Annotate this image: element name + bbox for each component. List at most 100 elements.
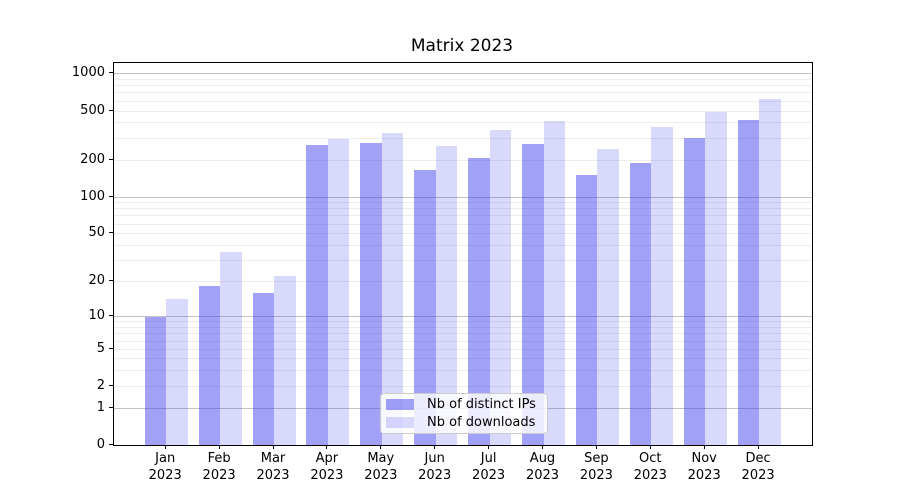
legend: Nb of distinct IPs Nb of downloads (380, 393, 548, 434)
legend-label-downloads: Nb of downloads (427, 414, 536, 430)
bar-distinct-ips-jun (414, 170, 436, 445)
x-tick-year-dec: 2023 (741, 468, 775, 483)
gridline-minor-80 (114, 208, 812, 210)
bar-distinct-ips-aug (522, 144, 544, 445)
x-tick-label-apr: Apr 2023 (299, 450, 355, 484)
x-tick-year-aug: 2023 (525, 468, 560, 483)
bar-distinct-ips-may (360, 142, 382, 445)
gridline-major-100 (114, 196, 812, 198)
bar-downloads-may (381, 133, 404, 445)
bar-downloads-aug (543, 121, 565, 445)
gridline-minor-900 (114, 78, 812, 80)
bar-downloads-dec (759, 99, 781, 445)
x-tick-month-jun: Jun (424, 451, 445, 466)
x-tick-year-may: 2023 (364, 468, 398, 483)
bar-distinct-ips-sep (575, 175, 598, 445)
bar-downloads-nov (705, 112, 727, 445)
y-tick-label-20: 20 (88, 272, 105, 288)
x-tick-year-nov: 2023 (687, 468, 721, 483)
bar-distinct-ips-mar (252, 292, 274, 445)
y-tick-label-0: 0 (96, 436, 105, 452)
y-tick-label-200: 200 (80, 151, 105, 167)
x-tick-month-feb: Feb (207, 451, 231, 466)
y-tick-label-2: 2 (96, 378, 105, 394)
bar-downloads-feb (220, 252, 242, 445)
bar-distinct-ips-feb (198, 286, 221, 445)
y-tick-label-10: 10 (88, 308, 105, 324)
legend-swatch-downloads (386, 417, 414, 428)
x-tick-month-aug: Aug (529, 451, 556, 466)
x-tick-month-dec: Dec (745, 451, 771, 466)
gridline-minor-500 (114, 110, 812, 112)
y-tick-mark-2 (109, 385, 113, 387)
x-tick-mark-oct (649, 445, 651, 449)
gridline-minor-9 (114, 321, 812, 323)
x-tick-label-mar: Mar 2023 (245, 450, 301, 484)
x-tick-mark-nov (703, 445, 705, 449)
y-tick-mark-500 (109, 109, 113, 111)
x-tick-mark-jan (164, 445, 166, 449)
x-tick-year-jan: 2023 (148, 468, 182, 483)
y-tick-label-500: 500 (80, 102, 105, 118)
gridline-minor-300 (114, 137, 812, 139)
bar-downloads-jul (489, 130, 512, 445)
x-tick-year-jun: 2023 (418, 468, 452, 483)
x-tick-year-apr: 2023 (310, 468, 344, 483)
x-tick-label-sep: Sep 2023 (568, 450, 624, 484)
x-tick-month-sep: Sep (584, 451, 609, 466)
y-tick-mark-50 (109, 232, 113, 234)
x-tick-label-may: May 2023 (353, 450, 409, 484)
y-tick-mark-100 (109, 195, 113, 197)
x-tick-label-jan: Jan 2023 (137, 450, 193, 484)
legend-label-distinct-ips: Nb of distinct IPs (427, 396, 536, 412)
gridline-minor-50 (114, 233, 812, 235)
x-tick-label-nov: Nov 2023 (676, 450, 732, 484)
gridline-minor-2 (114, 386, 812, 388)
gridline-minor-3 (114, 369, 812, 371)
gridline-minor-700 (114, 92, 812, 94)
bar-downloads-oct (651, 127, 673, 445)
x-tick-mark-jun (434, 445, 436, 449)
bar-downloads-jan (166, 299, 188, 445)
x-tick-month-apr: Apr (315, 451, 339, 466)
bar-distinct-ips-nov (683, 138, 706, 445)
x-tick-year-jul: 2023 (472, 468, 506, 483)
x-tick-mark-may (380, 445, 382, 449)
x-tick-mark-jul (488, 445, 490, 449)
bar-downloads-apr (327, 138, 350, 445)
x-tick-mark-feb (218, 445, 220, 449)
gridline-minor-6 (114, 340, 812, 342)
bar-distinct-ips-dec (737, 120, 760, 445)
bar-downloads-mar (274, 276, 296, 445)
bar-distinct-ips-jul (468, 158, 490, 445)
y-tick-label-100: 100 (80, 188, 105, 204)
x-tick-month-jul: Jul (480, 451, 497, 466)
x-tick-month-mar: Mar (260, 451, 286, 466)
legend-swatch-distinct-ips (386, 399, 414, 410)
x-tick-month-jan: Jan (155, 451, 176, 466)
gridline-minor-400 (114, 122, 812, 124)
x-tick-mark-mar (272, 445, 274, 449)
x-tick-year-oct: 2023 (633, 468, 667, 483)
x-tick-year-sep: 2023 (579, 468, 613, 483)
gridline-major-10 (114, 316, 812, 318)
y-tick-label-1: 1 (96, 399, 105, 415)
x-tick-label-jul: Jul 2023 (461, 450, 517, 484)
y-tick-mark-20 (109, 279, 113, 281)
x-tick-mark-aug (542, 445, 543, 449)
gridline-minor-4 (114, 358, 812, 360)
x-tick-mark-dec (757, 445, 759, 449)
bar-downloads-sep (597, 149, 619, 445)
chart-title: Matrix 2023 (410, 36, 514, 56)
x-tick-month-oct: Oct (639, 451, 662, 466)
x-tick-month-nov: Nov (691, 451, 717, 466)
bar-distinct-ips-apr (306, 145, 328, 445)
x-tick-year-feb: 2023 (202, 468, 236, 483)
x-tick-mark-sep (595, 445, 597, 449)
y-tick-mark-5 (109, 348, 113, 350)
x-tick-label-jun: Jun 2023 (407, 450, 463, 484)
legend-item-downloads: Nb of downloads (386, 414, 547, 430)
legend-item-distinct-ips: Nb of distinct IPs (386, 396, 547, 412)
gridline-minor-70 (114, 215, 812, 217)
gridline-minor-20 (114, 280, 812, 282)
